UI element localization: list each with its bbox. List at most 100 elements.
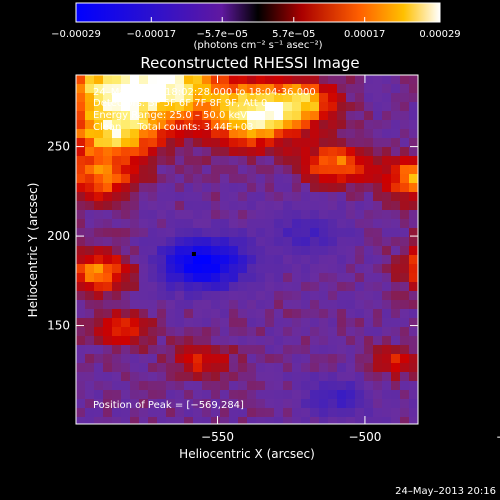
heatmap-cell: [310, 138, 320, 148]
heatmap-cell: [166, 93, 176, 103]
heatmap-cell: [364, 93, 374, 103]
heatmap-cell: [373, 183, 383, 193]
heatmap-cell: [328, 228, 338, 238]
heatmap-cell: [76, 246, 86, 256]
heatmap-cell: [76, 84, 86, 94]
heatmap-cell: [355, 399, 365, 409]
heatmap-cell: [346, 273, 356, 283]
heatmap-cell: [103, 165, 113, 175]
heatmap-cell: [310, 237, 320, 247]
heatmap-cell: [346, 228, 356, 238]
heatmap-cell: [175, 246, 185, 256]
heatmap-cell: [184, 381, 194, 391]
heatmap-cell: [247, 129, 257, 139]
heatmap-cell: [247, 201, 257, 211]
heatmap-cell: [220, 84, 230, 94]
colorbar-tick-label: −5.7e−05: [196, 29, 248, 40]
heatmap-cell: [238, 318, 248, 328]
heatmap-cell: [85, 363, 95, 373]
heatmap-cell: [409, 75, 419, 85]
heatmap-cell: [121, 174, 131, 184]
heatmap-cell: [256, 390, 266, 400]
heatmap-cell: [373, 255, 383, 265]
heatmap-cell: [364, 264, 374, 274]
heatmap-cell: [94, 237, 104, 247]
heatmap-cell: [247, 93, 257, 103]
heatmap-cell: [94, 84, 104, 94]
heatmap-cell: [391, 147, 401, 157]
heatmap-cell: [103, 111, 113, 121]
heatmap-cell: [256, 273, 266, 283]
heatmap-cell: [274, 336, 284, 346]
heatmap-cell: [364, 417, 374, 425]
heatmap-cell: [229, 390, 239, 400]
heatmap-cell: [112, 138, 122, 148]
heatmap-cell: [112, 399, 122, 409]
heatmap-cell: [184, 417, 194, 425]
heatmap-cell: [184, 282, 194, 292]
heatmap-cell: [157, 120, 167, 130]
heatmap-cell: [157, 165, 167, 175]
heatmap-cell: [337, 147, 347, 157]
heatmap-cell: [130, 363, 140, 373]
heatmap-cell: [184, 228, 194, 238]
heatmap-cell: [256, 219, 266, 229]
heatmap-cell: [391, 84, 401, 94]
heatmap-cell: [229, 399, 239, 409]
heatmap-cell: [121, 318, 131, 328]
heatmap-cell: [148, 120, 158, 130]
heatmap-cell: [256, 192, 266, 202]
heatmap-cell: [382, 174, 392, 184]
heatmap-cell: [85, 219, 95, 229]
heatmap-cell: [310, 381, 320, 391]
heatmap-cell: [382, 75, 392, 85]
heatmap-cell: [373, 345, 383, 355]
heatmap-cell: [85, 291, 95, 301]
heatmap-cell: [400, 255, 410, 265]
heatmap-cell: [337, 345, 347, 355]
heatmap-cell: [166, 75, 176, 85]
heatmap-cell: [202, 93, 212, 103]
heatmap-cell: [319, 210, 329, 220]
heatmap-cell: [292, 183, 302, 193]
heatmap-cell: [229, 192, 239, 202]
heatmap-cell: [274, 120, 284, 130]
heatmap-cell: [310, 219, 320, 229]
heatmap-cell: [274, 174, 284, 184]
heatmap-cell: [355, 183, 365, 193]
heatmap-cell: [112, 183, 122, 193]
heatmap-cell: [292, 327, 302, 337]
heatmap-cell: [382, 156, 392, 166]
heatmap-cell: [112, 75, 122, 85]
heatmap-cell: [409, 381, 419, 391]
heatmap-cell: [265, 399, 275, 409]
heatmap-cell: [337, 228, 347, 238]
heatmap-cell: [391, 111, 401, 121]
heatmap-cell: [76, 237, 86, 247]
heatmap-cell: [184, 219, 194, 229]
heatmap-cell: [355, 102, 365, 112]
heatmap-cell: [355, 201, 365, 211]
heatmap-cell: [319, 255, 329, 265]
heatmap-cell: [220, 120, 230, 130]
heatmap-cell: [112, 84, 122, 94]
heatmap-cell: [175, 93, 185, 103]
heatmap-cell: [193, 165, 203, 175]
heatmap-cell: [310, 102, 320, 112]
heatmap-cell: [175, 291, 185, 301]
heatmap-cell: [184, 264, 194, 274]
heatmap-cell: [211, 102, 221, 112]
heatmap-cell: [148, 300, 158, 310]
heatmap-cell: [355, 291, 365, 301]
heatmap-cell: [202, 147, 212, 157]
heatmap-cell: [256, 210, 266, 220]
heatmap-cell: [409, 111, 419, 121]
heatmap-cell: [337, 300, 347, 310]
heatmap-cell: [211, 165, 221, 175]
heatmap-cell: [166, 282, 176, 292]
heatmap-cell: [391, 354, 401, 364]
heatmap-cell: [175, 363, 185, 373]
colorbar-tick-label: 0.00017: [344, 29, 385, 40]
heatmap-cell: [364, 219, 374, 229]
heatmap-cell: [265, 210, 275, 220]
